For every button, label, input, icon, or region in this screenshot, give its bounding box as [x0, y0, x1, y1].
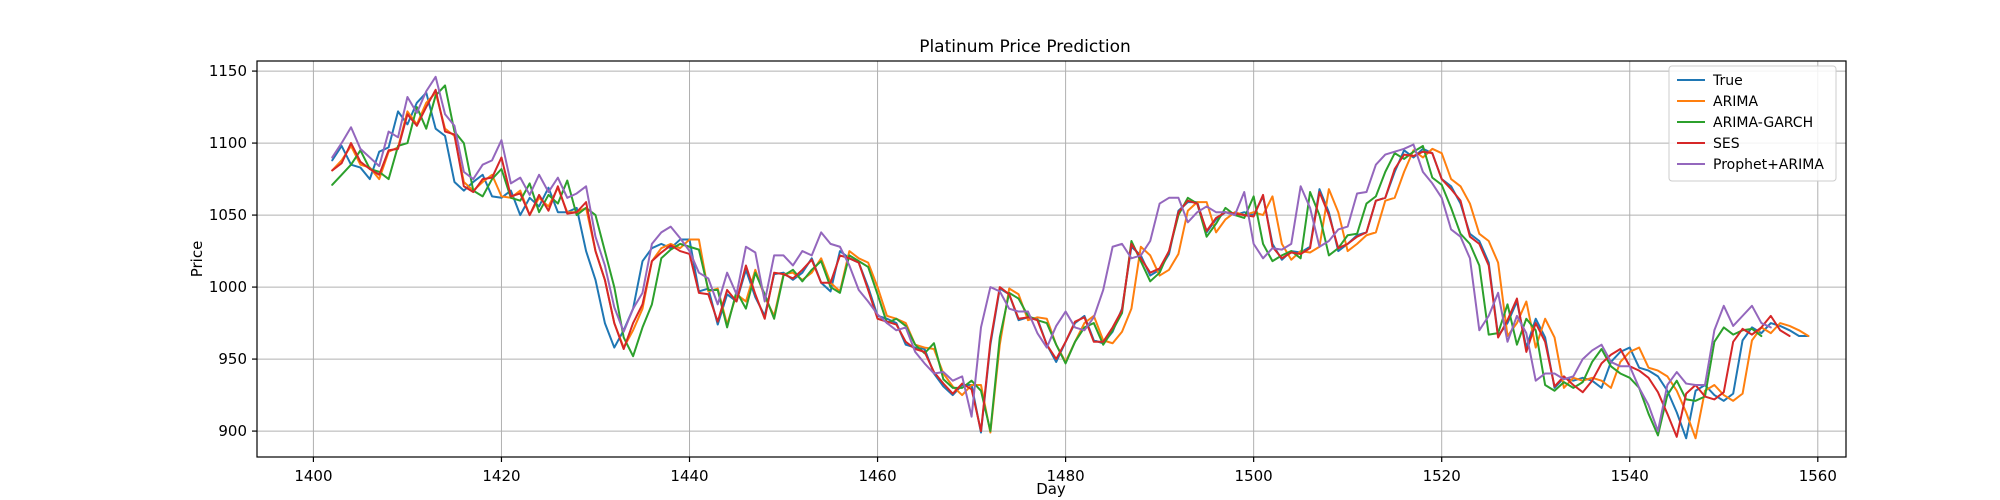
x-tick-label: 1440 [670, 467, 708, 485]
legend-label: ARIMA-GARCH [1713, 115, 1813, 131]
legend: True ARIMA ARIMA-GARCH SES Prophet+ARIMA [1668, 65, 1837, 182]
series-line-ses [331, 88, 1791, 438]
legend-label: ARIMA [1713, 94, 1759, 110]
x-tick-label: 1500 [1235, 467, 1273, 485]
legend-label: Prophet+ARIMA [1713, 157, 1824, 173]
legend-box [1668, 65, 1837, 182]
legend-label: SES [1713, 136, 1740, 152]
x-axis-title: Day [1036, 480, 1066, 498]
x-tick-label: 1460 [858, 467, 896, 485]
y-axis-title: Price [188, 241, 206, 278]
x-tick-label: 1400 [294, 467, 332, 485]
plot-frame [256, 60, 1847, 458]
series-lines [331, 75, 1810, 440]
axis-ticks: 1400 1420 1440 1460 1480 1500 1520 1540 1560 900 9… [209, 62, 1837, 485]
series-line-prophet-arima [331, 75, 1772, 433]
y-tick-label: 950 [218, 350, 247, 368]
y-tick-label: 1050 [209, 206, 247, 224]
x-tick-label: 1420 [482, 467, 520, 485]
legend-label: True [1712, 73, 1743, 89]
y-tick-label: 1000 [209, 278, 247, 296]
y-tick-label: 1100 [209, 134, 247, 152]
x-tick-label: 1520 [1423, 467, 1461, 485]
y-tick-label: 900 [218, 422, 247, 440]
chart-title: Platinum Price Prediction [919, 37, 1131, 57]
x-tick-label: 1560 [1799, 467, 1837, 485]
x-tick-label: 1540 [1611, 467, 1649, 485]
x-tick-label: 1480 [1047, 467, 1085, 485]
y-tick-label: 1150 [209, 62, 247, 80]
